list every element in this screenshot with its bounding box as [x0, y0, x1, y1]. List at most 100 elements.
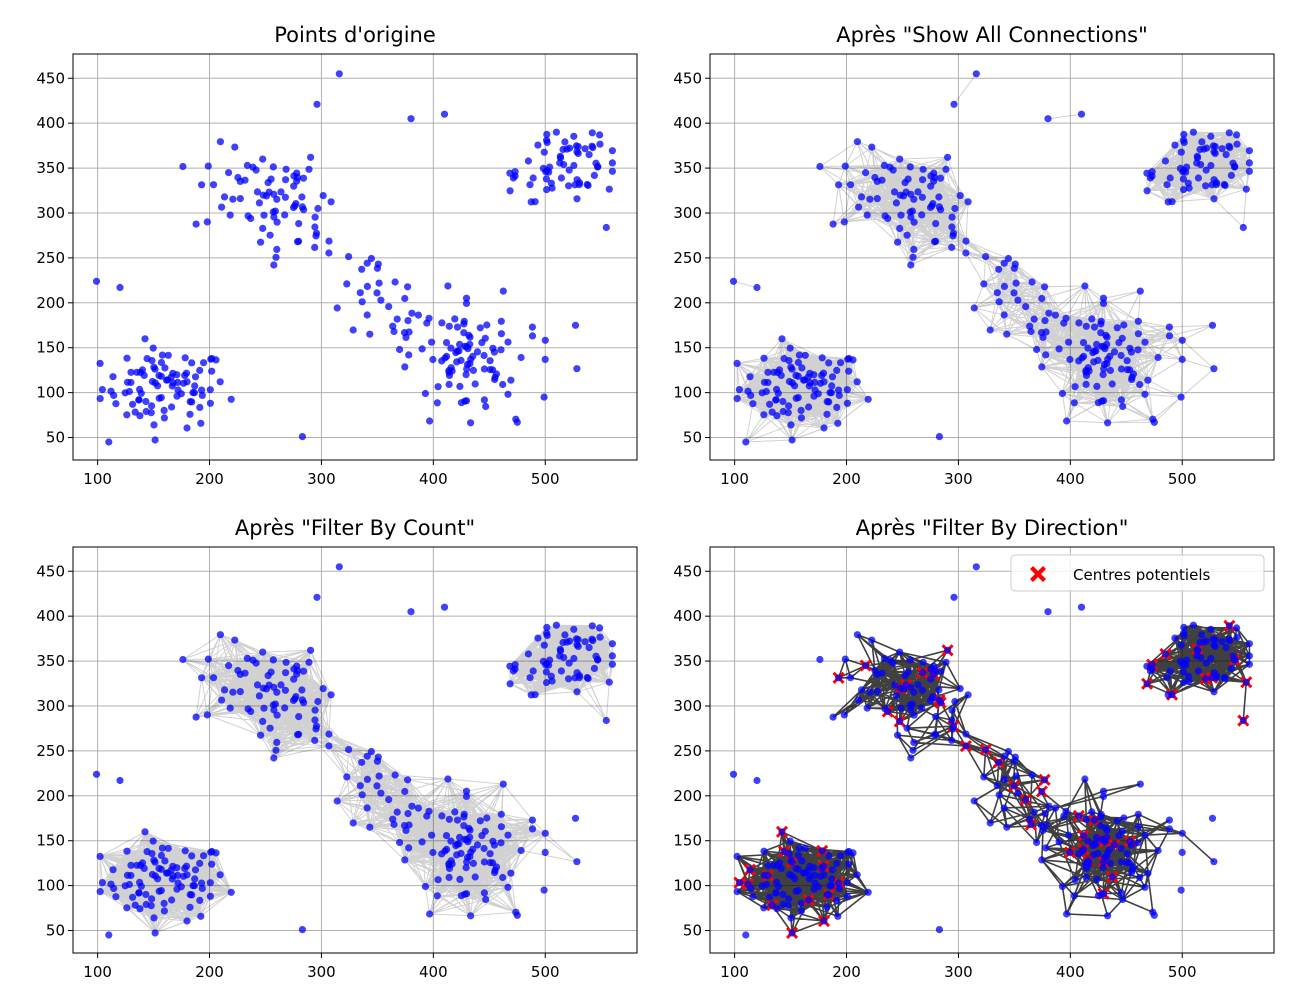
- data-point: [1166, 667, 1174, 675]
- data-point: [903, 231, 911, 239]
- data-point: [868, 143, 876, 151]
- data-point: [1242, 678, 1250, 686]
- data-point: [169, 379, 177, 387]
- data-point: [918, 704, 926, 712]
- data-point: [112, 400, 120, 408]
- data-point: [343, 773, 351, 781]
- data-point: [150, 914, 158, 922]
- data-point: [1051, 311, 1059, 319]
- data-point: [1134, 330, 1142, 338]
- data-point: [788, 436, 796, 444]
- data-point: [196, 403, 204, 411]
- data-point: [292, 693, 300, 701]
- data-point: [349, 819, 357, 827]
- data-point: [305, 658, 313, 666]
- data-point: [890, 681, 899, 689]
- data-point: [1150, 418, 1158, 426]
- data-point: [1136, 780, 1144, 788]
- data-point: [225, 169, 233, 177]
- data-point: [863, 211, 871, 219]
- data-point: [393, 315, 401, 323]
- data-point: [208, 367, 216, 375]
- data-point: [270, 261, 278, 269]
- data-point: [1193, 652, 1201, 660]
- x-tick-label: 500: [1168, 470, 1197, 488]
- data-point: [461, 342, 469, 350]
- data-point: [1233, 140, 1241, 148]
- axis-ticks: 100 200 300 400 500 50 100 150 200 250 300 350 400 45…: [36, 69, 559, 488]
- data-point: [486, 357, 494, 365]
- data-point: [1245, 167, 1253, 175]
- data-point: [932, 220, 940, 228]
- data-point: [1104, 355, 1112, 363]
- y-tick-label: 300: [36, 204, 65, 222]
- data-point: [982, 746, 990, 754]
- data-point: [543, 130, 551, 138]
- data-point: [543, 623, 551, 632]
- data-point: [932, 237, 940, 245]
- data-point: [1071, 383, 1079, 391]
- data-point: [833, 859, 841, 868]
- data-point: [534, 634, 542, 642]
- data-point: [1134, 346, 1142, 354]
- data-point: [588, 142, 596, 150]
- y-tick-label: 350: [673, 159, 702, 177]
- data-point: [497, 823, 505, 831]
- data-point: [760, 378, 769, 386]
- data-point: [1000, 282, 1009, 290]
- data-point: [951, 204, 959, 213]
- data-point: [806, 379, 814, 387]
- data-point: [1143, 187, 1151, 195]
- data-point: [1062, 314, 1070, 322]
- data-point: [909, 253, 917, 261]
- data-point: [1225, 142, 1233, 150]
- x-tick-label: 500: [1168, 963, 1197, 981]
- data-point: [183, 378, 191, 386]
- data-point: [467, 848, 475, 856]
- data-point: [509, 667, 517, 675]
- data-point: [190, 389, 198, 397]
- data-point: [249, 656, 257, 664]
- data-point: [1082, 368, 1090, 376]
- y-tick-label: 350: [36, 159, 65, 177]
- data-point: [1146, 174, 1154, 182]
- y-tick-label: 50: [46, 922, 65, 940]
- data-point: [277, 188, 285, 196]
- data-point: [1089, 842, 1097, 850]
- data-point: [570, 161, 578, 170]
- data-point: [1041, 810, 1049, 818]
- data-point: [896, 224, 904, 232]
- data-point: [1041, 776, 1049, 784]
- data-point: [1082, 815, 1090, 823]
- data-point: [828, 866, 837, 874]
- data-point: [935, 696, 944, 704]
- data-point: [363, 775, 371, 784]
- data-point: [914, 681, 922, 689]
- x-tick-label: 100: [83, 470, 112, 488]
- data-point: [311, 213, 319, 221]
- panel-show-all-connections: Après "Show All Connections" 100 200 300 40…: [673, 23, 1275, 488]
- data-point: [764, 368, 772, 376]
- data-point: [389, 322, 397, 330]
- data-point: [919, 658, 927, 666]
- y-tick-label: 400: [673, 607, 702, 625]
- data-point: [405, 844, 413, 852]
- data-point: [486, 859, 494, 867]
- data-point: [1119, 895, 1127, 904]
- data-point: [1179, 175, 1187, 183]
- data-point: [1185, 677, 1193, 685]
- data-point: [471, 873, 479, 881]
- data-point: [325, 730, 333, 738]
- data-point: [993, 289, 1001, 297]
- data-point: [136, 878, 144, 887]
- data-point: [890, 188, 899, 196]
- data-point: [1177, 641, 1185, 649]
- data-point: [157, 865, 165, 873]
- data-point: [816, 162, 824, 171]
- data-point: [203, 218, 211, 226]
- data-point: [1154, 353, 1162, 362]
- data-point: [779, 890, 787, 899]
- data-point: [131, 408, 139, 416]
- data-point: [768, 901, 776, 909]
- data-point: [818, 354, 826, 362]
